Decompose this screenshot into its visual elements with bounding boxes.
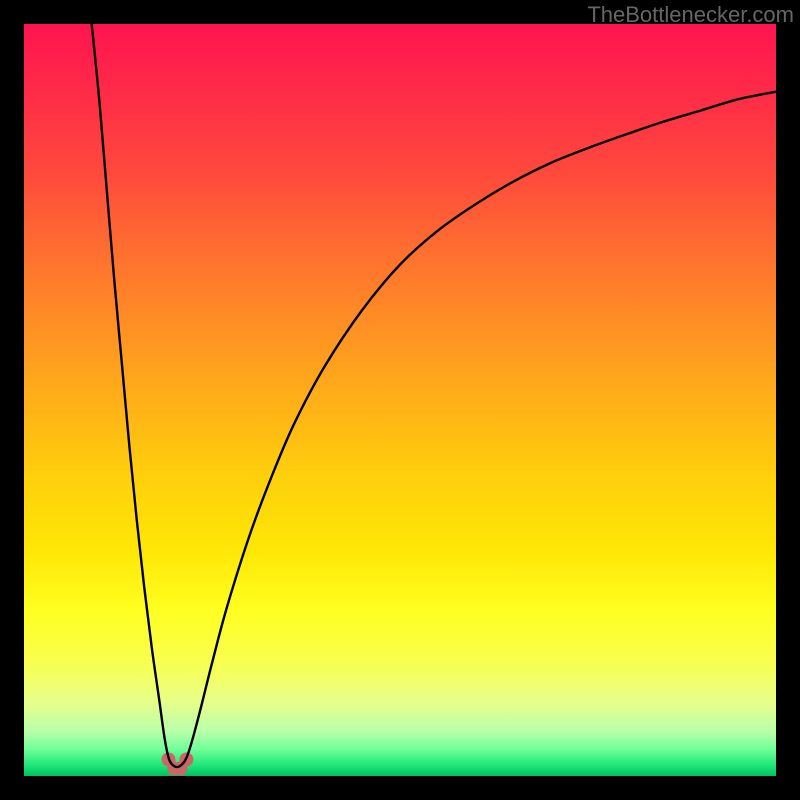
curve-valley-marker [161,752,193,775]
curve-line [92,24,776,767]
chart-frame: TheBottlenecker.com [0,0,800,800]
bottleneck-curve [24,24,776,776]
plot-area [24,24,776,776]
watermark-text: TheBottlenecker.com [587,2,794,28]
